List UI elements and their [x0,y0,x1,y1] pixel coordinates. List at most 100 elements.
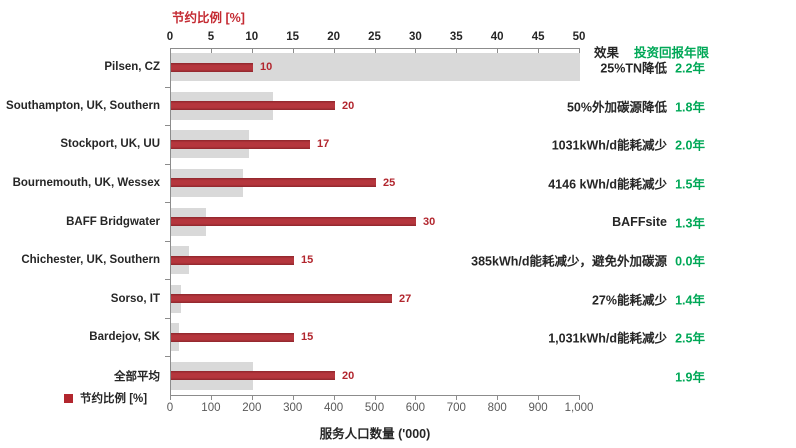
chart-row-stockport: Stockport, UK, UU 17 1031kWh/d能耗减少 2.0年 [0,125,796,164]
savings-value-label: 30 [423,215,436,228]
bottom-axis-tick-label: 1,000 [564,402,594,414]
top-tick-mark [210,48,212,53]
effect-column-header: 效果 [594,46,620,60]
top-tick-mark [170,48,171,53]
payback-value: 1.5年 [675,177,705,192]
top-tick-mark [538,48,540,53]
bottom-axis-tick-label: 700 [446,402,466,414]
top-tick-mark [292,48,294,53]
top-axis-tick-label: 45 [531,31,545,43]
savings-value-label: 15 [301,331,314,344]
category-label: 全部平均 [114,370,160,383]
bottom-axis-tick-label: 800 [487,402,507,414]
payback-value: 1.9年 [675,370,705,385]
effect-label: 1031kWh/d能耗减少 [551,138,667,153]
top-axis-tick-label: 40 [490,31,504,43]
payback-value: 1.8年 [675,100,705,115]
top-axis-tick-label: 25 [368,31,381,43]
category-tick-mark [165,125,170,127]
category-tick-mark [165,163,170,165]
bottom-tick-mark [538,395,540,400]
bottom-axis-tick-label: 100 [201,402,221,414]
category-tick-mark [165,86,170,88]
effect-label: 50%外加碳源降低 [566,100,667,115]
category-tick-mark [165,279,170,281]
savings-bar [171,332,294,342]
savings-value-label: 15 [301,254,314,267]
effect-label: 4146 kWh/d能耗减少 [548,177,667,192]
bottom-axis-tick-label: 0 [166,402,174,414]
effect-label: 27%能耗减少 [591,293,667,308]
top-tick-mark [251,48,253,53]
top-axis-tick-label: 5 [207,31,215,43]
savings-bar [171,101,335,111]
top-tick-mark [415,48,417,53]
bottom-axis-tick-label: 200 [242,402,262,414]
category-tick-mark [165,240,170,242]
top-tick-mark [456,48,458,53]
chart-row-chichester: Chichester, UK, Southern 15 385kWh/d能耗减少… [0,241,796,280]
top-tick-mark [497,48,499,53]
savings-value-label: 20 [342,369,355,382]
chart-row-pilsen: Pilsen, CZ 10 25%TN降低 2.2年 [0,48,796,87]
savings-value-label: 25 [383,176,396,189]
category-tick-mark [165,356,170,358]
savings-bar [171,255,294,265]
category-label: Pilsen, CZ [104,61,160,74]
savings-bar [171,371,335,381]
top-axis-tick-label: 15 [286,31,300,43]
bottom-tick-mark [415,395,417,400]
savings-value-label: 20 [342,99,355,112]
payback-value: 2.5年 [675,331,705,346]
bottom-axis-tick-label: 300 [283,402,303,414]
bottom-tick-mark [579,395,580,400]
bottom-tick-mark [210,395,212,400]
savings-bar [171,62,253,72]
bottom-tick-mark [170,395,171,400]
top-tick-mark [333,48,335,53]
payback-value: 0.0年 [675,254,705,269]
chart-row-bardejov: Bardejov, SK 15 1,031kWh/d能耗减少 2.5年 [0,318,796,357]
bottom-axis-tick-label: 900 [528,402,548,414]
top-axis-tick-label: 10 [245,31,259,43]
savings-value-label: 17 [317,138,330,151]
legend: 节约比例 [%] [64,390,147,406]
savings-value-label: 27 [399,292,412,305]
bottom-tick-mark [292,395,294,400]
bottom-tick-mark [251,395,253,400]
category-label: Bournemouth, UK, Wessex [12,176,160,189]
effect-label: BAFFsite [612,214,667,229]
left-axis-line [170,48,171,395]
legend-label: 节约比例 [%] [80,393,148,405]
chart-rows: Pilsen, CZ 10 25%TN降低 2.2年 Southampton, … [0,48,796,395]
top-axis-tick-label: 35 [449,31,463,43]
chart-row-southampton: Southampton, UK, Southern 20 50%外加碳源降低 1… [0,87,796,126]
bottom-tick-mark [333,395,335,400]
bottom-axis-tick-label: 600 [405,402,425,414]
top-tick-mark [374,48,376,53]
payback-value: 2.0年 [675,138,705,153]
top-axis-tick-label: 0 [166,31,174,43]
bottom-tick-mark [374,395,376,400]
category-label: BAFF Bridgwater [66,215,160,228]
bottom-axis-tick-label: 500 [364,402,385,414]
bottom-axis-tick-label: 400 [324,402,344,414]
payback-value: 2.2年 [675,61,705,76]
bottom-tick-mark [497,395,499,400]
bottom-axis-title: 服务人口数量 ('000) [319,427,431,441]
category-label: Sorso, IT [110,292,160,305]
category-label: Bardejov, SK [89,331,160,344]
top-tick-mark [579,48,580,53]
chart-row-baff: BAFF Bridgwater 30 BAFFsite 1.3年 [0,202,796,241]
category-label: Southampton, UK, Southern [6,99,160,112]
savings-value-label: 10 [260,61,273,74]
effect-label: 25%TN降低 [600,61,667,76]
top-axis-title: 节约比例 [%] [172,11,245,25]
category-label: Chichester, UK, Southern [21,254,160,267]
payback-value: 1.4年 [675,293,705,308]
savings-bar [171,178,376,188]
effect-label: 1,031kWh/d能耗减少 [548,331,667,346]
chart-row-bournemouth: Bournemouth, UK, Wessex 25 4146 kWh/d能耗减… [0,164,796,203]
top-axis-tick-label: 20 [327,31,340,43]
